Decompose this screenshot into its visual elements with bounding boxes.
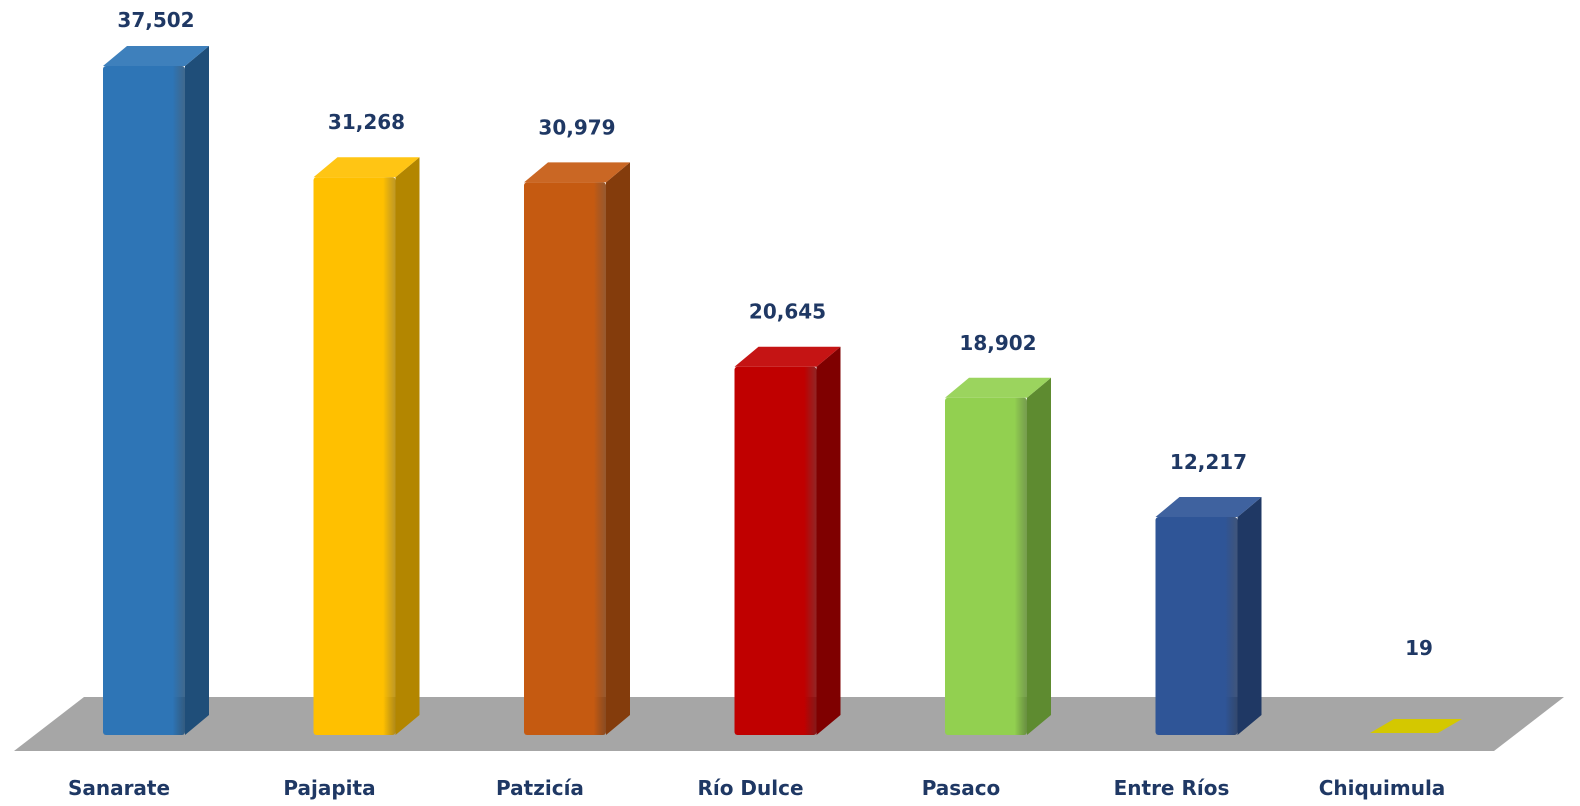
bar-top-entre-rios	[1155, 497, 1262, 518]
category-label-pajapita: Pajapita	[283, 776, 375, 800]
category-label-entre-rios: Entre Ríos	[1114, 776, 1230, 800]
bar-entre-rios	[1155, 497, 1262, 735]
bar-top-pasaco	[945, 377, 1051, 398]
bar-side-pajapita	[395, 157, 420, 736]
bar-side-pasaco	[1027, 377, 1051, 735]
data-label-rio-dulce: 20,645	[749, 300, 826, 324]
data-label-entre-rios: 12,217	[1170, 450, 1247, 474]
bar-front-chiquimula	[1370, 719, 1462, 733]
data-label-pasaco: 18,902	[959, 331, 1036, 355]
bar-side-sanarate	[185, 46, 209, 735]
data-label-chiquimula: 19	[1405, 636, 1433, 660]
bar-rio-dulce	[734, 346, 841, 735]
category-labels-layer: Sanarate Pajapita Patzicía Río Dulce Pasaco E…	[68, 776, 1445, 800]
bar-side-patzicia	[606, 162, 630, 735]
bar-top-rio-dulce	[734, 346, 841, 367]
bar-top-patzicia	[524, 162, 630, 183]
category-label-pasaco: Pasaco	[922, 776, 1001, 800]
data-labels-layer: 37,502 31,268 30,979 20,645 18,902 12,217 19	[117, 8, 1433, 660]
bar-top-sanarate	[103, 46, 209, 66]
bar-chiquimula	[1370, 719, 1462, 733]
data-label-patzicia: 30,979	[538, 115, 615, 139]
category-label-rio-dulce: Río Dulce	[697, 776, 803, 800]
bar-top-pajapita	[313, 157, 420, 178]
bar-side-rio-dulce	[816, 346, 841, 735]
data-label-pajapita: 31,268	[328, 110, 405, 134]
bar-front-rio-dulce	[734, 366, 817, 735]
bar-patzicia	[524, 162, 630, 735]
bar-front-sanarate	[103, 66, 185, 735]
bar-front-pajapita	[313, 177, 396, 736]
category-label-sanarate: Sanarate	[68, 776, 170, 800]
category-label-patzicia: Patzicía	[496, 776, 584, 800]
bar-front-patzicia	[524, 182, 606, 735]
bar-sanarate	[103, 46, 209, 735]
category-label-chiquimula: Chiquimula	[1319, 776, 1446, 800]
data-label-sanarate: 37,502	[117, 8, 194, 32]
bar-pajapita	[313, 157, 420, 736]
bars-layer	[103, 46, 1462, 736]
bar-side-entre-rios	[1237, 497, 1262, 735]
bar-pasaco	[945, 377, 1051, 735]
bar-front-pasaco	[945, 397, 1027, 735]
bar-front-entre-rios	[1155, 517, 1238, 735]
